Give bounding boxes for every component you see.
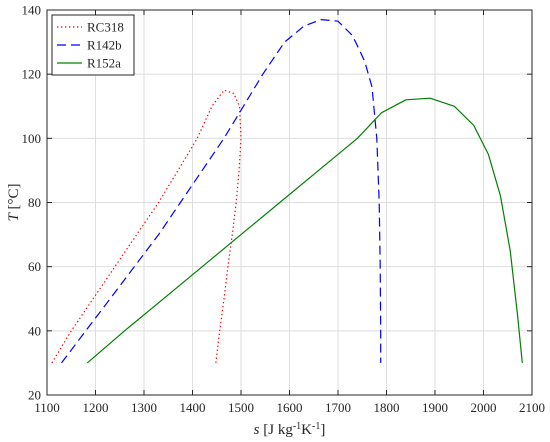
x-tick-label: 1400 bbox=[180, 400, 206, 415]
y-tick-label: 140 bbox=[22, 3, 42, 18]
x-axis-label: s [J kg-1K-1] bbox=[254, 421, 326, 439]
plot-lines bbox=[51, 19, 523, 364]
x-tick-label: 2000 bbox=[471, 400, 497, 415]
legend-label-r152a: R152a bbox=[87, 56, 121, 71]
series-line-r152a bbox=[86, 97, 523, 364]
y-axis-label: T [°C] bbox=[6, 183, 22, 221]
series-line-rc318 bbox=[51, 89, 242, 364]
x-tick-label: 1600 bbox=[277, 400, 303, 415]
x-tick-label: 2100 bbox=[519, 400, 545, 415]
legend-label-r142b: R142b bbox=[87, 38, 122, 53]
x-tick-label: 1500 bbox=[228, 400, 254, 415]
axis-ticks bbox=[46, 9, 533, 396]
x-tick-label: 1100 bbox=[34, 400, 60, 415]
x-tick-label: 1300 bbox=[131, 400, 157, 415]
y-tick-label: 60 bbox=[28, 259, 41, 274]
y-tick-label: 40 bbox=[28, 323, 41, 338]
legend: RC318 R142b R152a bbox=[51, 14, 135, 76]
x-tick-label: 1800 bbox=[374, 400, 400, 415]
y-tick-label: 80 bbox=[28, 195, 41, 210]
series-line-r142b bbox=[61, 19, 382, 364]
x-tick-label: 1900 bbox=[422, 400, 448, 415]
legend-label-rc318: RC318 bbox=[87, 20, 124, 35]
y-tick-label: 120 bbox=[22, 67, 42, 82]
y-tick-label: 100 bbox=[22, 131, 42, 146]
tick-labels: 1100 1200 1300 1400 1500 1600 1700 1800 1900 2000… bbox=[22, 3, 546, 416]
x-tick-label: 1200 bbox=[83, 400, 109, 415]
y-tick-label: 20 bbox=[28, 388, 41, 403]
x-tick-label: 1700 bbox=[325, 400, 351, 415]
